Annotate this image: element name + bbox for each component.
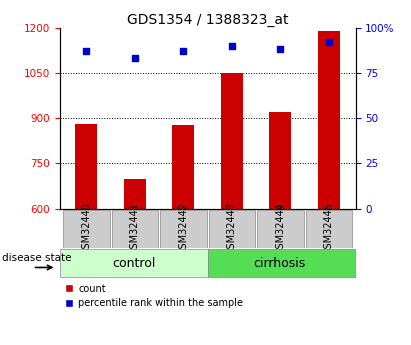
Text: cirrhosis: cirrhosis	[253, 257, 305, 269]
Point	[83, 48, 90, 54]
FancyBboxPatch shape	[208, 249, 355, 277]
Bar	[269, 112, 291, 209]
Bar	[75, 124, 97, 209]
Point	[277, 47, 284, 52]
Text: GSM32444: GSM32444	[275, 202, 285, 255]
Text: disease state: disease state	[2, 253, 72, 263]
Text: control: control	[112, 257, 155, 269]
Point	[180, 48, 187, 54]
FancyBboxPatch shape	[60, 249, 208, 277]
FancyBboxPatch shape	[208, 209, 255, 248]
Bar	[124, 179, 146, 209]
Point	[229, 43, 235, 48]
Point	[326, 39, 332, 45]
Text: GSM32442: GSM32442	[178, 202, 188, 255]
Bar	[221, 73, 243, 209]
FancyBboxPatch shape	[160, 209, 207, 248]
Title: GDS1354 / 1388323_at: GDS1354 / 1388323_at	[127, 12, 288, 27]
Text: GSM32441: GSM32441	[130, 202, 140, 255]
Text: GSM32440: GSM32440	[81, 202, 91, 255]
FancyBboxPatch shape	[305, 209, 352, 248]
FancyBboxPatch shape	[63, 209, 110, 248]
Text: GSM32445: GSM32445	[324, 202, 334, 255]
Bar	[318, 31, 340, 209]
Point	[132, 56, 138, 61]
FancyBboxPatch shape	[111, 209, 158, 248]
Text: GSM32443: GSM32443	[227, 202, 237, 255]
FancyBboxPatch shape	[257, 209, 304, 248]
Bar	[172, 125, 194, 209]
Legend: count, percentile rank within the sample: count, percentile rank within the sample	[65, 283, 244, 309]
